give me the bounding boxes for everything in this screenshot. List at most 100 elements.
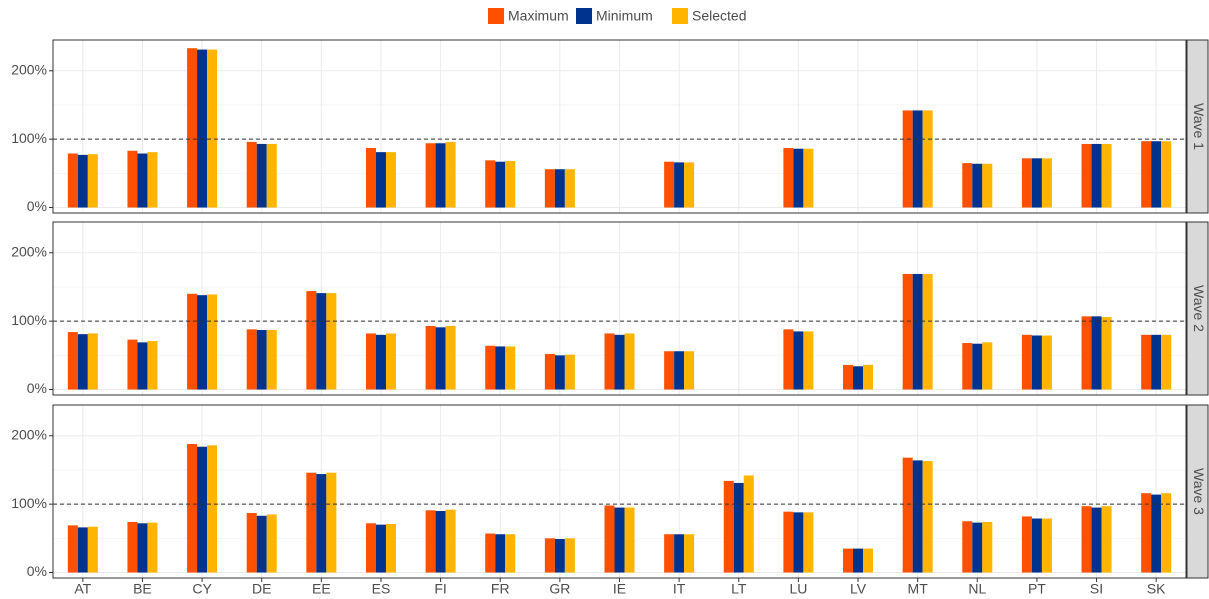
bar	[1021, 158, 1032, 208]
bar	[664, 534, 675, 573]
bar	[77, 154, 88, 208]
bar	[1081, 316, 1092, 390]
bar	[1031, 518, 1042, 573]
bar	[1101, 317, 1112, 390]
bar	[137, 342, 148, 390]
bar	[803, 331, 814, 390]
bar	[207, 294, 218, 390]
y-tick-label: 200%	[11, 243, 47, 259]
y-tick-label: 200%	[11, 61, 47, 77]
bar	[783, 148, 794, 208]
strip	[1186, 221, 1209, 396]
bar	[684, 162, 695, 208]
bar	[664, 351, 675, 390]
bar	[982, 521, 993, 573]
x-tick-label: CY	[192, 581, 212, 597]
x-tick-label: LT	[731, 581, 747, 597]
bar	[962, 343, 973, 390]
x-tick-label: LV	[850, 581, 867, 597]
bar	[77, 527, 88, 573]
x-tick-label: LU	[789, 581, 807, 597]
bar	[544, 169, 555, 208]
bar	[246, 329, 257, 390]
bar	[604, 505, 615, 573]
y-tick-label: 100%	[11, 130, 47, 146]
bar	[564, 354, 575, 390]
bar	[674, 534, 685, 573]
y-tick-label: 0%	[27, 563, 47, 579]
bar	[1101, 143, 1112, 208]
bar	[1151, 494, 1162, 573]
bar	[843, 548, 854, 573]
bar	[674, 162, 685, 208]
bar	[197, 446, 208, 573]
bar	[863, 548, 874, 573]
bar	[604, 333, 615, 390]
bar	[147, 340, 158, 390]
x-tick-label: FR	[491, 581, 510, 597]
bar	[982, 342, 993, 390]
bar	[1161, 334, 1172, 390]
panel-border	[52, 221, 1187, 396]
bar	[127, 521, 138, 573]
bar	[1091, 316, 1102, 390]
bar	[365, 148, 376, 208]
bar	[326, 293, 337, 390]
bar	[505, 161, 516, 208]
strip	[1186, 404, 1209, 579]
x-tick-label: FI	[434, 581, 446, 597]
bar	[1041, 158, 1052, 208]
bar	[544, 353, 555, 390]
bar	[435, 327, 446, 390]
bar	[1041, 518, 1052, 573]
bar	[485, 160, 496, 208]
bar	[922, 273, 933, 390]
bar	[316, 474, 327, 573]
x-tick-label: NL	[968, 581, 986, 597]
bar	[912, 460, 923, 573]
x-tick-label: GR	[549, 581, 570, 597]
bar	[256, 143, 267, 208]
bar	[1151, 141, 1162, 208]
bar	[853, 548, 864, 573]
bar	[385, 523, 396, 573]
bar	[922, 110, 933, 208]
legend-label: Selected	[692, 8, 746, 24]
bar	[385, 152, 396, 208]
bar	[922, 461, 933, 573]
bar	[445, 325, 456, 390]
bar	[843, 364, 854, 390]
x-tick-label: AT	[74, 581, 91, 597]
bar	[197, 295, 208, 390]
x-tick-label: SI	[1090, 581, 1103, 597]
bar	[544, 538, 555, 573]
bar	[147, 522, 158, 573]
bar	[1141, 334, 1152, 390]
bar	[733, 482, 744, 573]
bar	[962, 521, 973, 573]
bar	[1161, 141, 1172, 208]
strip	[1186, 39, 1209, 214]
x-tick-label: DE	[252, 581, 271, 597]
bar	[435, 510, 446, 573]
bar	[87, 526, 98, 573]
bar	[614, 334, 625, 390]
bar	[256, 515, 267, 573]
bar	[1091, 507, 1102, 573]
bar	[485, 345, 496, 390]
bar	[783, 511, 794, 573]
bar	[1141, 493, 1152, 573]
bar	[187, 443, 198, 573]
bar	[723, 480, 734, 573]
bar	[306, 472, 317, 573]
bar	[137, 153, 148, 208]
bar	[902, 457, 913, 573]
bar	[1141, 141, 1152, 208]
bar	[564, 538, 575, 573]
bar	[425, 143, 436, 208]
bar	[863, 364, 874, 390]
x-tick-label: MT	[908, 581, 929, 597]
x-tick-label: IT	[673, 581, 686, 597]
bar	[365, 523, 376, 573]
panel-border	[52, 39, 1187, 214]
